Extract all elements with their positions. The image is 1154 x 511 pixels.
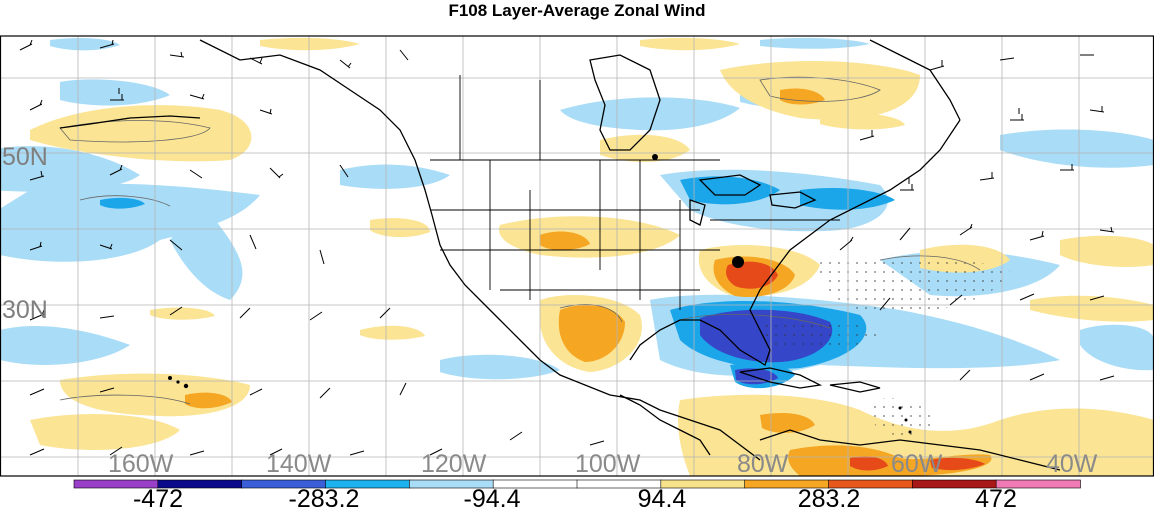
lon-label-40w: 40W — [1046, 450, 1098, 478]
colorbar — [73, 479, 1081, 489]
political-borders — [430, 75, 840, 310]
lon-label-80w: 80W — [737, 450, 789, 478]
city-dot — [652, 154, 658, 160]
lon-label-160w: 160W — [108, 450, 174, 478]
lon-label-140w: 140W — [266, 450, 332, 478]
map-title: F108 Layer-Average Zonal Wind — [448, 1, 706, 20]
colorbar-label-pos283: 283.2 — [798, 485, 861, 511]
station-dot — [732, 256, 744, 268]
lat-lon-grid — [0, 36, 1154, 476]
lat-label-30n: 30N — [2, 296, 48, 324]
lat-label-50n: 50N — [2, 143, 48, 171]
colorbar-label-pos94: 94.4 — [638, 485, 687, 511]
wind-barbs — [19, 39, 1115, 456]
colorbar-label-neg472: -472 — [133, 485, 183, 511]
lon-label-120w: 120W — [421, 450, 487, 478]
colorbar-swatch — [995, 479, 1081, 489]
colorbar-labels: -472 -283.2 -94.4 94.4 283.2 472 — [133, 485, 1017, 511]
map-area: 50N 30N 160W 140W 120W 100W 80W 60W 40W — [0, 36, 1154, 478]
lon-label-60w: 60W — [891, 450, 943, 478]
lon-label-100w: 100W — [575, 450, 641, 478]
colorbar-label-neg283: -283.2 — [289, 485, 360, 511]
islands — [168, 376, 912, 434]
colorbar-label-neg94: -94.4 — [464, 485, 521, 511]
colorbar-label-pos472: 472 — [975, 485, 1017, 511]
